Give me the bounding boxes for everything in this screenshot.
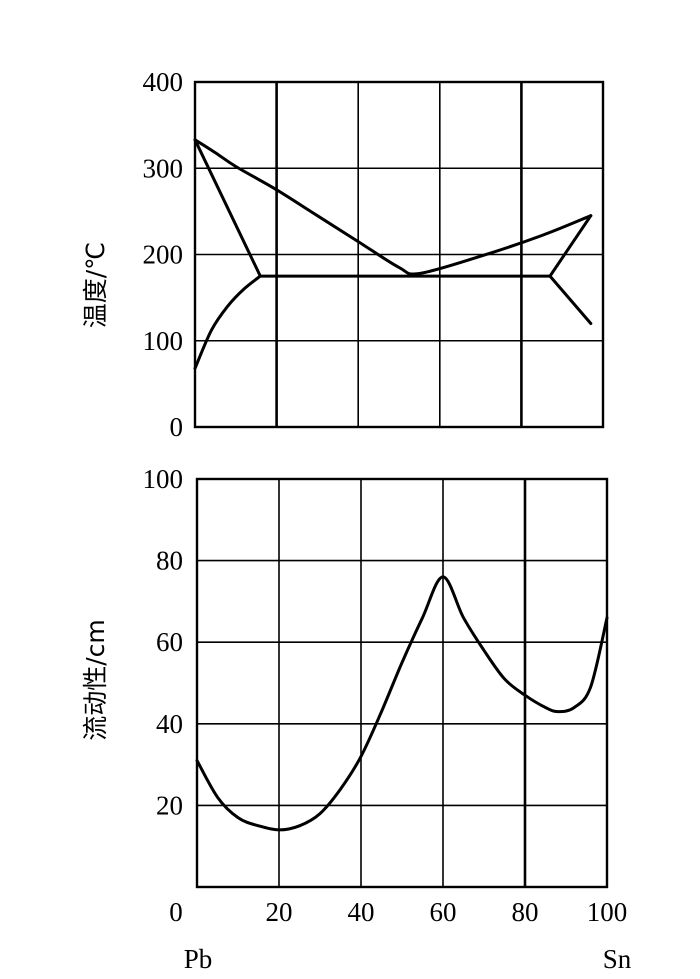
fluidity-ytick-label: 40 [156,709,183,739]
pb-end-label: Pb [184,944,213,974]
fluidity-xtick-label: 40 [348,897,375,927]
fluidity-ytick-label: 60 [156,627,183,657]
temperature-ytick-label: 400 [143,67,184,97]
temperature-ytick-label: 200 [143,240,184,270]
fluidity-plot-frame [195,477,609,889]
fluidity-xtick-label: 100 [587,897,628,927]
fluidity-axis-label: 流动性/cm [81,619,110,741]
fluidity-ytick-label: 80 [156,546,183,576]
fluidity-chart: 流动性/cm Pb Sn 20 40 60 80 100 0 20 40 60 80 100 [81,464,632,974]
fluidity-xtick-label: 60 [430,897,457,927]
temperature-plot-frame [193,80,605,429]
fluidity-xtick-label: 20 [266,897,293,927]
temperature-series-line-2 [193,274,262,370]
sn-end-label: Sn [603,944,632,974]
temperature-series-line-1 [193,138,262,278]
temperature-ytick-label: 100 [143,326,184,356]
temperature-chart: 温度/℃ 0 100 200 300 400 [81,67,605,442]
temperature-series-line-0 [193,138,593,276]
fluidity-ytick-label: 20 [156,790,183,820]
temperature-series-line-4 [548,214,593,278]
temperature-ytick-label: 300 [143,153,184,183]
fluidity-xtick-label: 0 [169,897,183,927]
fluidity-series-line-0 [195,575,609,832]
temperature-axis-label: 温度/℃ [81,242,110,329]
temperature-series-line-5 [548,274,593,325]
fluidity-ytick-label: 100 [143,464,184,494]
temperature-ytick-label: 0 [170,412,184,442]
fluidity-xtick-label: 80 [512,897,539,927]
